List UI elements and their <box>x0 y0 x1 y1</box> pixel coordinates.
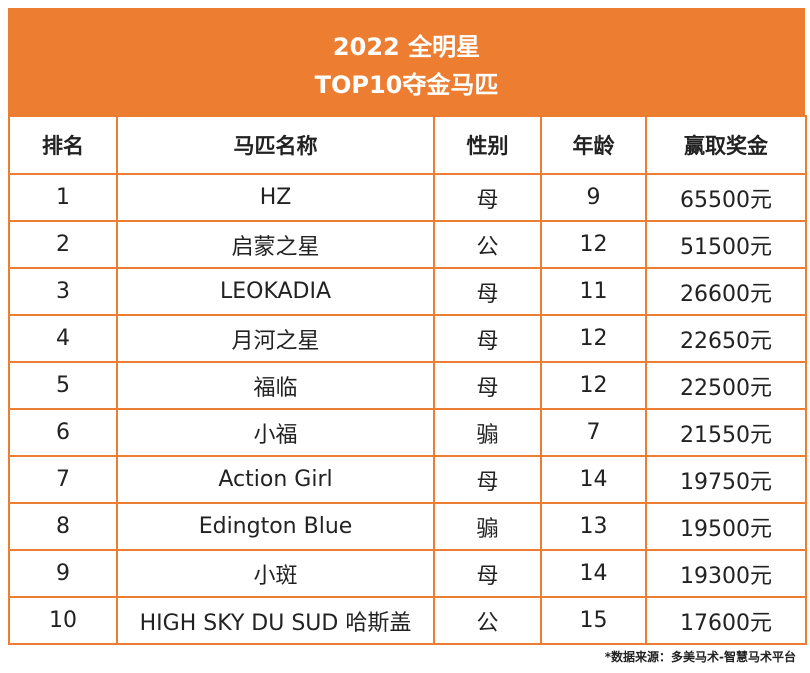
table-cell: Action Girl <box>116 455 435 504</box>
table-cell: 10 <box>8 596 118 645</box>
table-cell: 福临 <box>116 361 435 410</box>
column-header: 排名 <box>8 115 118 175</box>
table-cell: 65500元 <box>645 173 807 222</box>
table-cell: 12 <box>540 314 647 363</box>
column-header: 年龄 <box>540 115 647 175</box>
table-row: 8 Edington Blue 骟 13 19500元 <box>8 502 807 551</box>
title-banner: 2022 全明星 TOP10夺金马匹 <box>8 8 805 115</box>
table-cell: 小斑 <box>116 549 435 598</box>
table-cell: 51500元 <box>645 220 807 269</box>
table-cell: HZ <box>116 173 435 222</box>
table-cell: 9 <box>8 549 118 598</box>
table-row: 10 HIGH SKY DU SUD 哈斯盖公 15 17600元 <box>8 596 807 645</box>
source-note: *数据来源：多美马术-智慧马术平台 <box>604 650 796 664</box>
table-cell: 22650元 <box>645 314 807 363</box>
table-cell: 12 <box>540 220 647 269</box>
table-cell: 22500元 <box>645 361 807 410</box>
ranking-table: 排名 马匹名称 性别 年龄 赢取奖金 1 HZ 母 9 65500元 2 启蒙之星公 12 51500元… <box>8 115 807 645</box>
table-cell: 8 <box>8 502 118 551</box>
table-cell: 6 <box>8 408 118 457</box>
title: 2022 全明星 <box>332 33 481 61</box>
column-header: 马匹名称 <box>116 115 435 175</box>
table-cell: HIGH SKY DU SUD 哈斯盖 <box>116 596 435 645</box>
table-cell: 9 <box>540 173 647 222</box>
table-cell: 母 <box>433 314 542 363</box>
table-cell: 骟 <box>433 502 542 551</box>
table-cell: 公 <box>433 596 542 645</box>
table-cell: 母 <box>433 173 542 222</box>
table-row: 4 月河之星母 12 22650元 <box>8 314 807 363</box>
table-cell: 4 <box>8 314 118 363</box>
column-header: 赢取奖金 <box>645 115 807 175</box>
table-cell: 19500元 <box>645 502 807 551</box>
table-cell: 1 <box>8 173 118 222</box>
table-cell: 14 <box>540 455 647 504</box>
table-cell: LEOKADIA <box>116 267 435 316</box>
table-cell: 13 <box>540 502 647 551</box>
table-row: 9 小斑母 14 19300元 <box>8 549 807 598</box>
table-cell: 小福 <box>116 408 435 457</box>
table-cell: 19300元 <box>645 549 807 598</box>
subtitle: TOP10夺金马匹 <box>314 71 499 99</box>
table-cell: 母 <box>433 361 542 410</box>
table-body: 1 HZ 母 9 65500元 2 启蒙之星公 12 51500元 3 LEOKADIA 母 11 266… <box>8 173 807 645</box>
table-cell: 月河之星 <box>116 314 435 363</box>
table-cell: 母 <box>433 455 542 504</box>
table-cell: 5 <box>8 361 118 410</box>
table-cell: 骟 <box>433 408 542 457</box>
table-row: 6 小福骟 7 21550元 <box>8 408 807 457</box>
table-cell: 14 <box>540 549 647 598</box>
table-cell: 3 <box>8 267 118 316</box>
table-cell: 26600元 <box>645 267 807 316</box>
table-cell: 19750元 <box>645 455 807 504</box>
table-cell: 公 <box>433 220 542 269</box>
table-cell: 21550元 <box>645 408 807 457</box>
table-row: 5 福临母 12 22500元 <box>8 361 807 410</box>
table-cell: 11 <box>540 267 647 316</box>
table-cell: 2 <box>8 220 118 269</box>
table-cell: 启蒙之星 <box>116 220 435 269</box>
table-cell: 7 <box>540 408 647 457</box>
header-row: 排名 马匹名称 性别 年龄 赢取奖金 <box>8 115 807 175</box>
table-row: 2 启蒙之星公 12 51500元 <box>8 220 807 269</box>
table-cell: 12 <box>540 361 647 410</box>
table-cell: 7 <box>8 455 118 504</box>
column-header: 性别 <box>433 115 542 175</box>
table-cell: 母 <box>433 549 542 598</box>
table-row: 1 HZ 母 9 65500元 <box>8 173 807 222</box>
table-cell: Edington Blue <box>116 502 435 551</box>
table-cell: 母 <box>433 267 542 316</box>
table-row: 7 Action Girl 母 14 19750元 <box>8 455 807 504</box>
table-cell: 15 <box>540 596 647 645</box>
table-row: 3 LEOKADIA 母 11 26600元 <box>8 267 807 316</box>
table-cell: 17600元 <box>645 596 807 645</box>
